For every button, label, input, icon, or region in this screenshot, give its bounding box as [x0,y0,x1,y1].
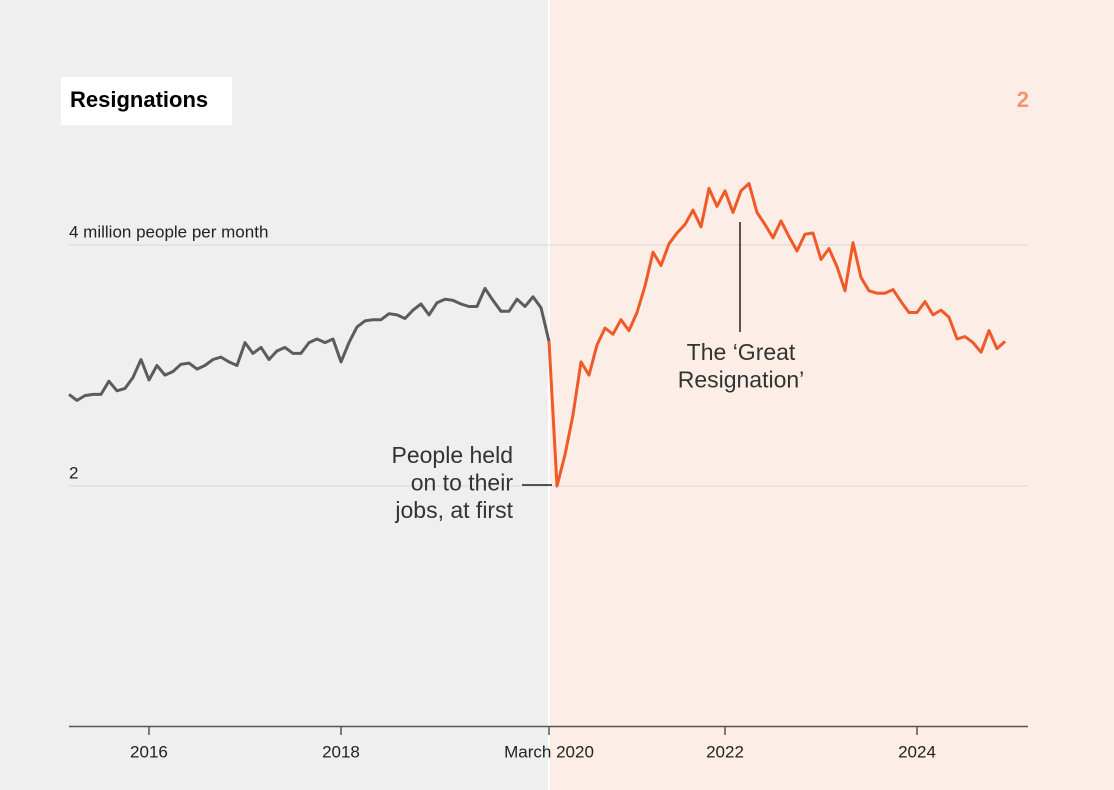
x-tick-label: 2024 [898,742,936,761]
annotation-text: on to their [411,470,514,496]
line [68,286,551,402]
x-tick-label: 2022 [706,742,744,761]
highlight-background [549,0,1114,790]
y-tick-label: 2 [69,463,78,482]
x-tick-label: 2018 [322,742,360,761]
x-tick-label: March 2020 [504,742,594,761]
annotation-text: Resignation’ [678,367,805,393]
step-indicator: 2 [1017,87,1029,112]
chart-title: Resignations [70,87,208,112]
annotation-text: People held [392,442,514,468]
annotation-text: jobs, at first [394,497,513,523]
y-tick-label: 4 million people per month [69,222,268,241]
x-tick-label: 2016 [130,742,168,761]
title-box [61,77,232,125]
annotation-text: The ‘Great [687,339,796,365]
highlight-line [547,182,1007,488]
